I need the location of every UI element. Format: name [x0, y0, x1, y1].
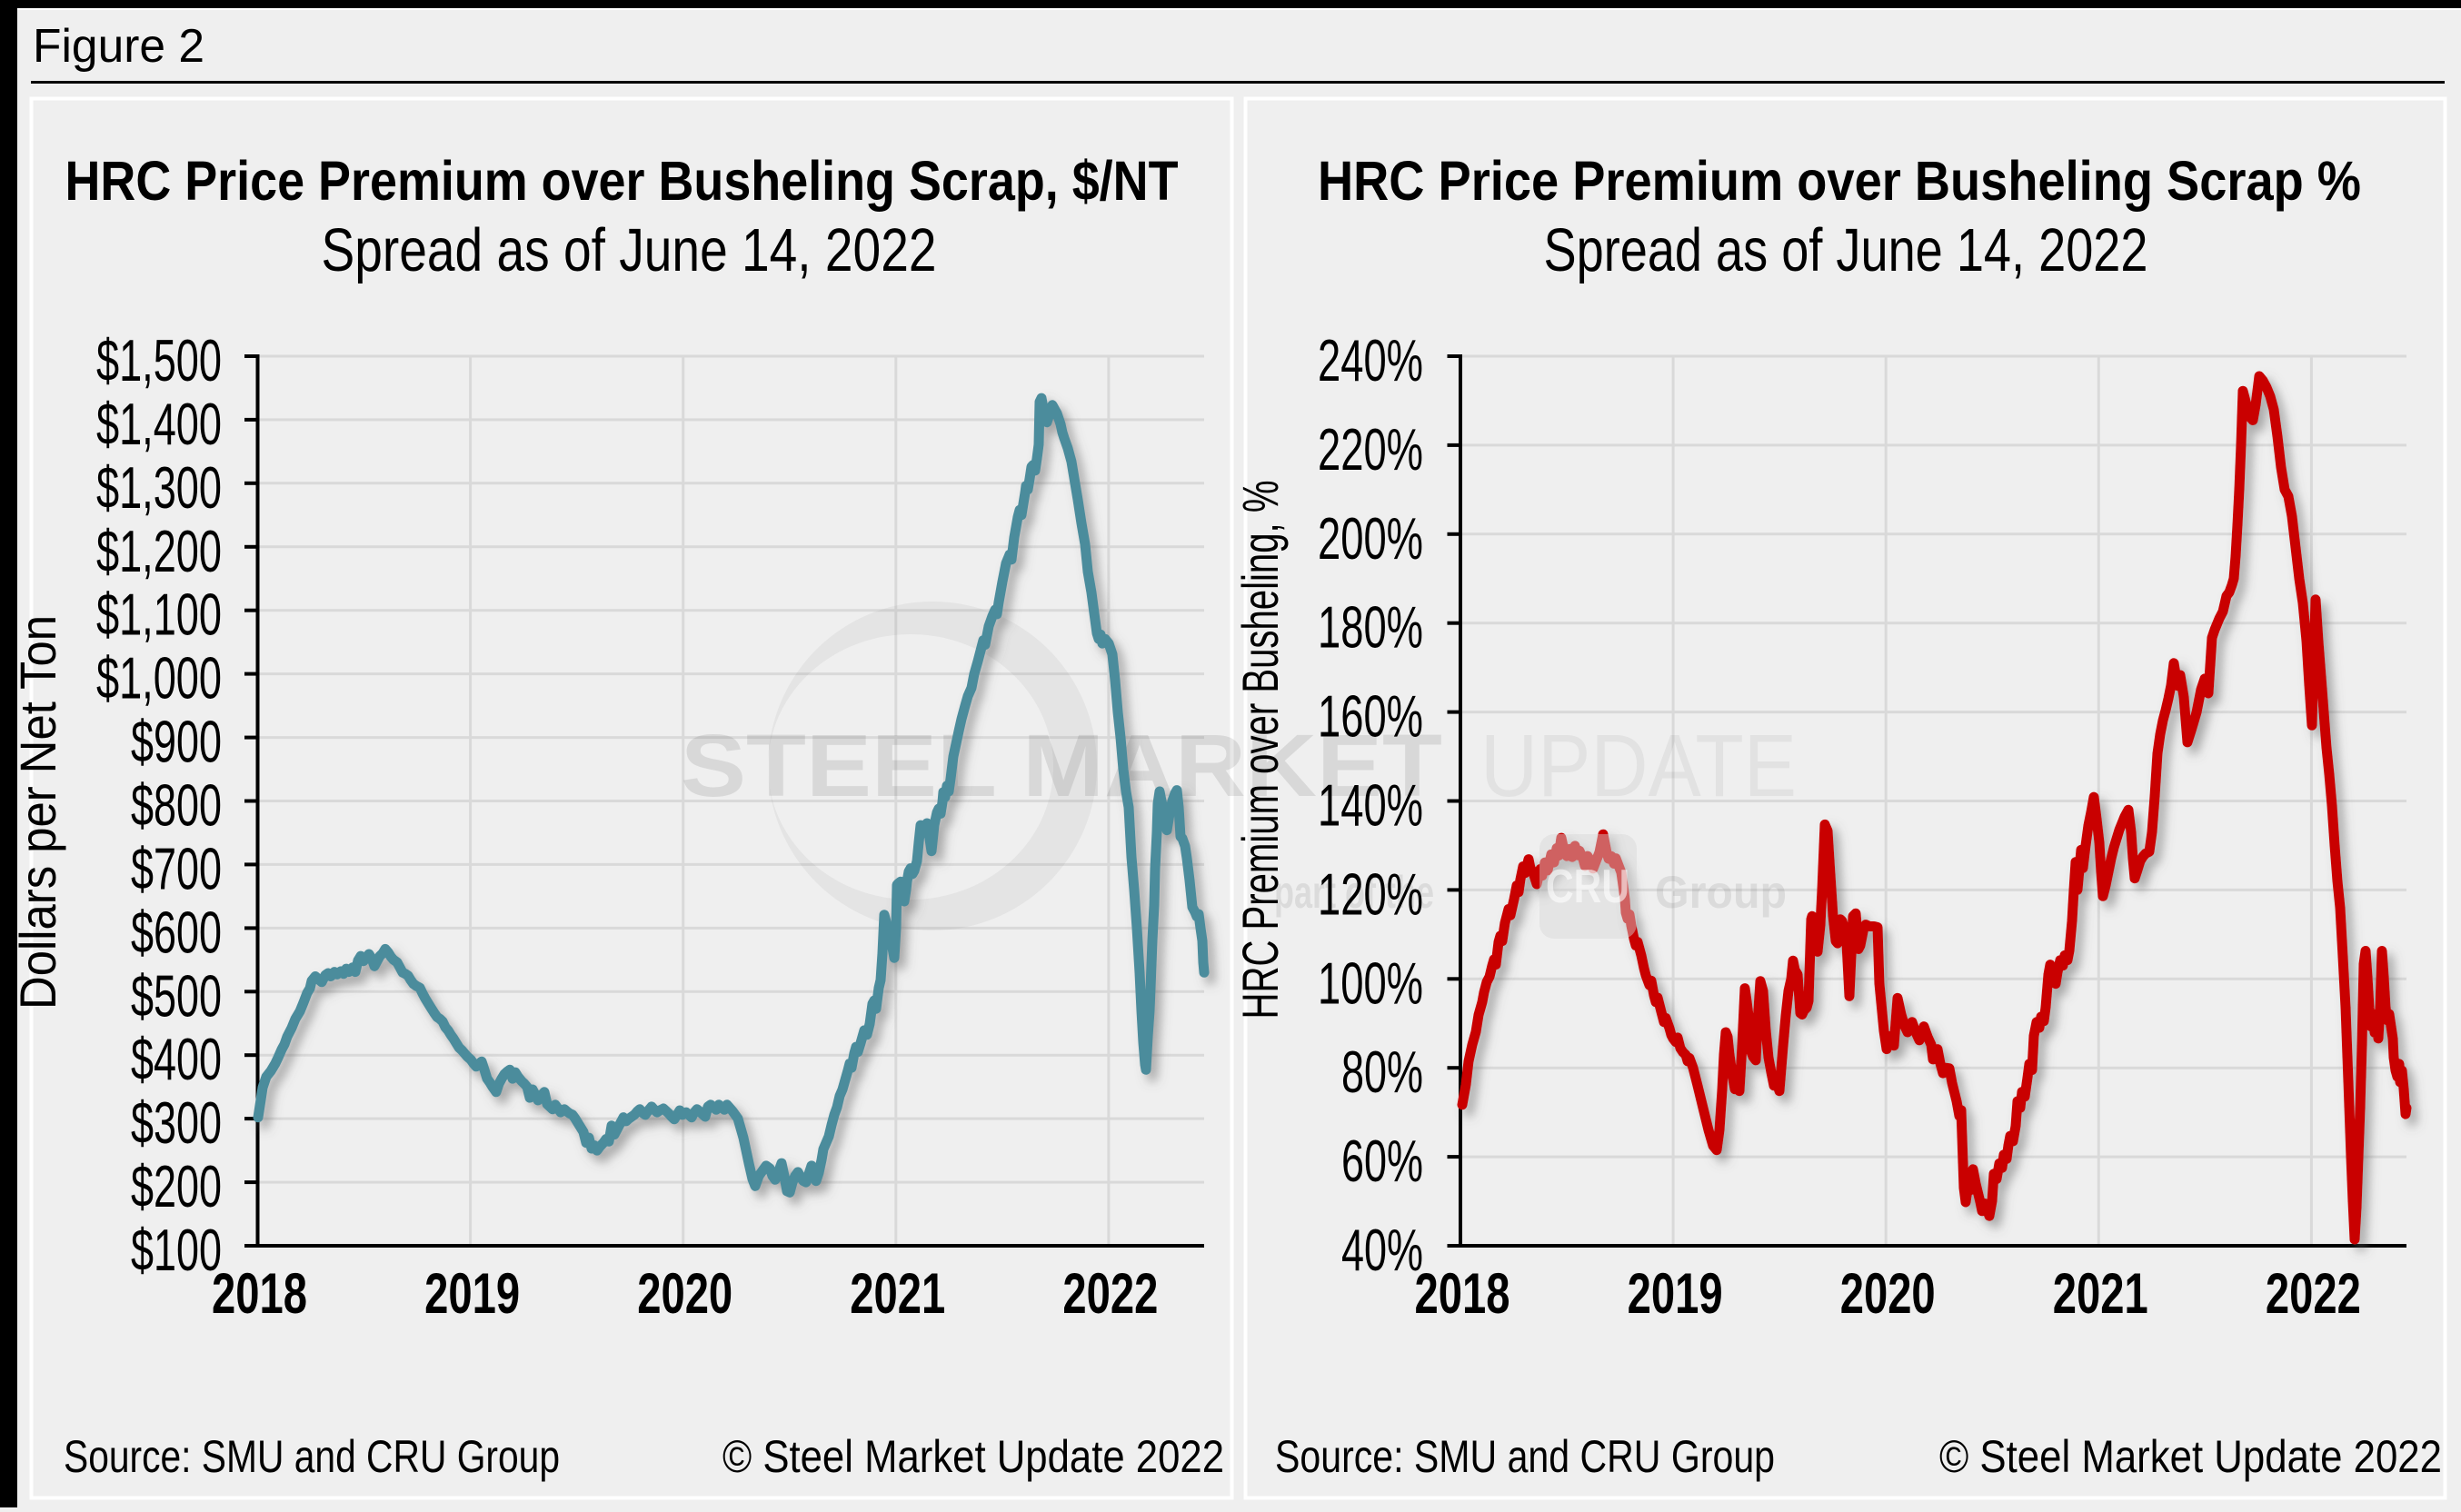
svg-text:160%: 160%: [1318, 683, 1423, 750]
svg-text:2020: 2020: [637, 1262, 732, 1326]
svg-text:$1,400: $1,400: [96, 391, 222, 457]
svg-text:$300: $300: [131, 1089, 222, 1156]
svg-text:240%: 240%: [1318, 327, 1423, 393]
svg-text:Figure 2: Figure 2: [33, 20, 204, 73]
svg-text:Group: Group: [1655, 867, 1787, 918]
svg-text:2018: 2018: [1415, 1262, 1510, 1326]
svg-text:2022: 2022: [2266, 1262, 2361, 1326]
svg-text:80%: 80%: [1341, 1039, 1423, 1105]
svg-text:140%: 140%: [1318, 772, 1423, 839]
svg-text:$100: $100: [131, 1217, 222, 1283]
svg-text:60%: 60%: [1341, 1128, 1423, 1194]
svg-text:part of the: part of the: [1274, 867, 1434, 918]
svg-text:2020: 2020: [1840, 1262, 1936, 1326]
svg-text:100%: 100%: [1318, 950, 1423, 1016]
svg-text:Source: SMU and CRU Group: Source: SMU and CRU Group: [64, 1431, 560, 1482]
svg-text:UPDATE: UPDATE: [1480, 716, 1797, 815]
svg-text:CRU: CRU: [1546, 860, 1629, 913]
svg-text:HRC Price Premium over Busheli: HRC Price Premium over Busheling Scrap, …: [65, 150, 1179, 212]
svg-text:STEEL MARKET: STEEL MARKET: [681, 716, 1442, 815]
svg-text:$1,200: $1,200: [96, 518, 222, 584]
svg-text:2021: 2021: [2053, 1262, 2148, 1326]
svg-text:HRC Price Premium over Busheli: HRC Price Premium over Busheling Scrap %: [1318, 150, 2361, 212]
svg-text:$400: $400: [131, 1026, 222, 1092]
svg-text:2018: 2018: [212, 1262, 307, 1326]
svg-text:Dollars per Net Ton: Dollars per Net Ton: [9, 615, 66, 1010]
svg-text:© Steel Market Update 2022: © Steel Market Update 2022: [1939, 1431, 2442, 1482]
svg-text:2022: 2022: [1062, 1262, 1158, 1326]
svg-text:HRC Premium over Busheling, %: HRC Premium over Busheling, %: [1231, 481, 1289, 1020]
svg-text:$700: $700: [131, 835, 222, 901]
svg-text:$1,500: $1,500: [96, 327, 222, 393]
svg-text:$200: $200: [131, 1153, 222, 1219]
svg-text:2019: 2019: [1628, 1262, 1723, 1326]
svg-text:$900: $900: [131, 709, 222, 775]
svg-text:2019: 2019: [424, 1262, 520, 1326]
svg-text:© Steel Market Update 2022: © Steel Market Update 2022: [722, 1431, 1224, 1482]
svg-text:Source: SMU and CRU Group: Source: SMU and CRU Group: [1275, 1431, 1775, 1482]
svg-text:200%: 200%: [1318, 505, 1423, 572]
svg-text:40%: 40%: [1341, 1217, 1423, 1283]
svg-text:220%: 220%: [1318, 416, 1423, 482]
svg-text:2021: 2021: [850, 1262, 945, 1326]
svg-text:$500: $500: [131, 962, 222, 1029]
svg-text:$1,300: $1,300: [96, 454, 222, 521]
svg-text:$1,100: $1,100: [96, 582, 222, 648]
svg-text:$800: $800: [131, 772, 222, 839]
svg-text:Spread as of June 14, 2022: Spread as of June 14, 2022: [1544, 216, 2148, 284]
svg-text:120%: 120%: [1318, 860, 1423, 927]
svg-text:$1,000: $1,000: [96, 645, 222, 711]
svg-text:180%: 180%: [1318, 594, 1423, 661]
svg-text:$600: $600: [131, 899, 222, 965]
svg-text:Spread as of June 14, 2022: Spread as of June 14, 2022: [322, 216, 937, 284]
